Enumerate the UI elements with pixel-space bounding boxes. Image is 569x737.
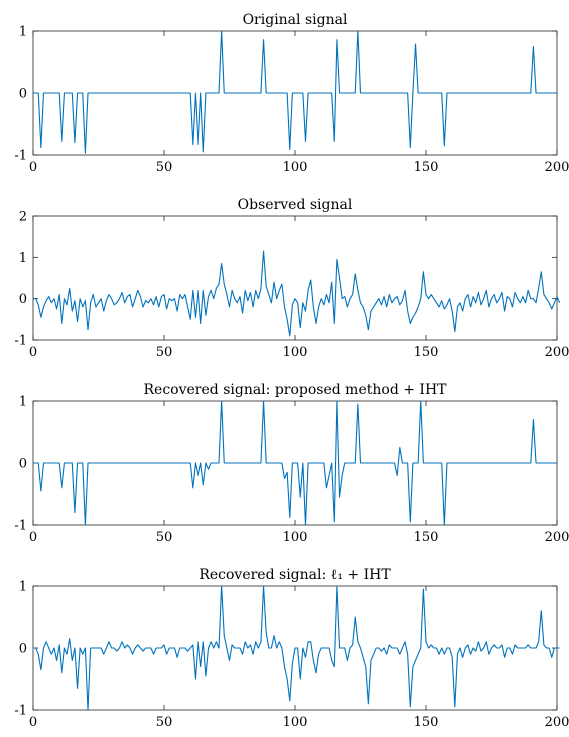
y-tick-label: -1 — [14, 704, 27, 719]
x-tick-label: 100 — [283, 345, 308, 360]
chart-title: Observed signal — [238, 197, 353, 213]
x-tick-label: 50 — [156, 530, 173, 545]
x-tick-label: 0 — [29, 160, 37, 175]
y-tick-label: 0 — [19, 87, 27, 102]
y-tick-label: 2 — [19, 210, 27, 225]
chart-title: Recovered signal: proposed method + IHT — [144, 382, 448, 398]
chart-title: Original signal — [243, 12, 348, 28]
y-tick-label: 1 — [19, 25, 27, 40]
x-tick-label: 200 — [545, 715, 569, 730]
x-tick-label: 0 — [29, 530, 37, 545]
y-tick-label: -1 — [14, 334, 27, 349]
x-tick-label: 200 — [545, 160, 569, 175]
x-tick-label: 200 — [545, 345, 569, 360]
x-tick-label: 100 — [283, 530, 308, 545]
x-tick-label: 50 — [156, 345, 173, 360]
x-tick-label: 150 — [414, 715, 439, 730]
y-tick-label: 1 — [19, 251, 27, 266]
y-tick-label: -1 — [14, 149, 27, 164]
y-tick-label: 1 — [19, 580, 27, 595]
x-tick-label: 100 — [283, 160, 308, 175]
signal-line — [33, 400, 557, 526]
x-tick-label: 150 — [414, 160, 439, 175]
subplot-4: Recovered signal: ℓ₁ + IHT 0 50 100 150 200 -1… — [14, 567, 569, 730]
x-tick-label: 150 — [414, 345, 439, 360]
x-tick-label: 200 — [545, 530, 569, 545]
y-tick-label: 1 — [19, 395, 27, 410]
x-tick-label: 150 — [414, 530, 439, 545]
signal-line — [33, 585, 560, 711]
chart-title: Recovered signal: ℓ₁ + IHT — [199, 567, 391, 583]
axes-box — [32, 215, 558, 341]
y-tick-label: -1 — [14, 519, 27, 534]
x-tick-label: 50 — [156, 715, 173, 730]
signal-line — [33, 250, 561, 337]
x-tick-label: 100 — [283, 715, 308, 730]
y-tick-label: 0 — [19, 292, 27, 307]
y-tick-label: 0 — [19, 642, 27, 657]
signal-line — [33, 30, 557, 154]
subplot-3: Recovered signal: proposed method + IHT 0… — [14, 382, 569, 545]
x-tick-label: 0 — [29, 345, 37, 360]
x-tick-label: 50 — [156, 160, 173, 175]
y-tick-label: 0 — [19, 457, 27, 472]
x-tick-label: 0 — [29, 715, 37, 730]
